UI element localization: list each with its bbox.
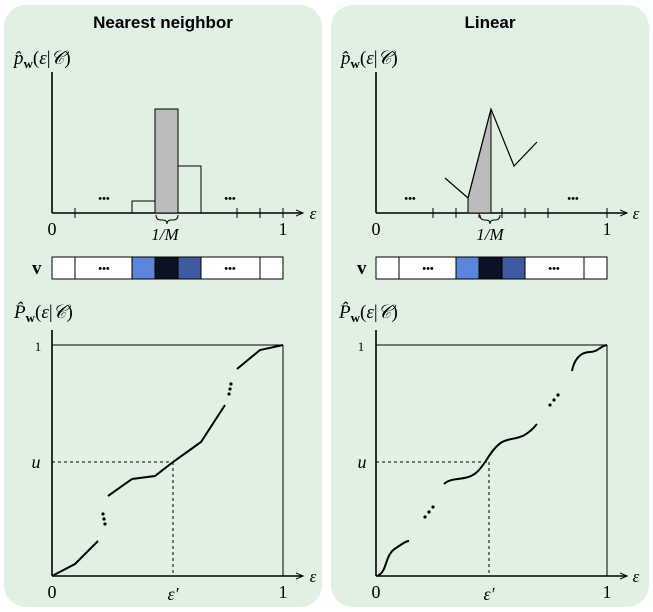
cdf-dots-left-b xyxy=(227,382,233,396)
histogram-bar-right-1 xyxy=(177,165,202,214)
pdf-ellipsis-right-a: ••• xyxy=(404,193,416,205)
cdf-x-symbol-left: ε xyxy=(310,567,317,586)
histogram-bar-highlighted xyxy=(154,108,179,214)
panel-title-nearest-neighbor: Nearest neighbor xyxy=(93,13,233,32)
pdf-x-symbol-right: ε xyxy=(633,204,640,223)
nearest-neighbor-panel: Nearest neighbor xyxy=(4,5,322,607)
vector-label-right: v xyxy=(357,258,367,279)
bin-brace-right xyxy=(479,214,501,225)
cdf-tick-one-right: 1 xyxy=(603,582,612,602)
pdf-ellipsis-left-b: ••• xyxy=(224,193,236,205)
vector-strip-left xyxy=(51,256,284,280)
cdf-dots-left-a xyxy=(101,512,107,526)
linear-interp-curve xyxy=(444,107,538,200)
cdf-top-tick-right: 1 xyxy=(358,339,365,354)
eps-prime-label-left: ε′ xyxy=(167,584,179,604)
bin-brace-left xyxy=(155,214,179,225)
cdf-y-label-left: P̂w(ε|𝒞) xyxy=(13,302,73,325)
pdf-tick-zero-right: 0 xyxy=(372,219,381,239)
vector-ellipsis-right-b: ••• xyxy=(548,263,560,275)
cdf-curve-left-seg2 xyxy=(107,404,226,497)
cdf-curve-right-seg3 xyxy=(571,344,608,372)
pdf-tick-one-left: 1 xyxy=(279,219,288,239)
bin-width-label-right: 1/M xyxy=(476,225,504,244)
bin-width-label-left: 1/M xyxy=(151,225,179,244)
vector-ellipsis-left-a: ••• xyxy=(98,263,110,275)
pdf-y-label-left: p̂w(ε|𝒞) xyxy=(12,48,71,71)
histogram-bar-left-1 xyxy=(131,200,156,214)
u-label-right: u xyxy=(358,452,367,472)
cdf-curve-right-seg2 xyxy=(443,423,538,485)
eps-prime-label-right: ε′ xyxy=(483,584,495,604)
pdf-x-symbol-left: ε xyxy=(310,204,317,223)
cdf-tick-one-left: 1 xyxy=(279,582,288,602)
cdf-x-symbol-right: ε xyxy=(633,567,640,586)
pdf-tick-one-right: 1 xyxy=(603,219,612,239)
u-label-left: u xyxy=(32,452,41,472)
cdf-dots-right-a xyxy=(423,505,435,519)
linear-panel: Linear xyxy=(331,5,649,607)
cdf-y-label-right: P̂w(ε|𝒞) xyxy=(338,302,398,325)
vector-ellipsis-right-a: ••• xyxy=(422,263,434,275)
cdf-tick-zero-right: 0 xyxy=(372,582,381,602)
cdf-curve-left-seg3 xyxy=(236,344,284,370)
pdf-ellipsis-left-a: ••• xyxy=(98,193,110,205)
cdf-curve-right-seg1 xyxy=(376,540,410,577)
cdf-tick-zero-left: 0 xyxy=(48,582,57,602)
vector-label-left: v xyxy=(32,258,42,279)
pdf-ellipsis-right-b: ••• xyxy=(567,193,579,205)
pdf-ticks-left xyxy=(74,208,284,218)
cdf-dots-right-b xyxy=(548,393,560,407)
cdf-curve-left-seg1 xyxy=(51,540,99,577)
vector-strip-right xyxy=(375,256,608,280)
pdf-tick-zero-left: 0 xyxy=(48,219,57,239)
pdf-y-label-right: p̂w(ε|𝒞) xyxy=(339,48,398,71)
vector-ellipsis-left-b: ••• xyxy=(224,263,236,275)
cdf-top-tick-left: 1 xyxy=(35,339,42,354)
panel-title-linear: Linear xyxy=(464,13,516,32)
